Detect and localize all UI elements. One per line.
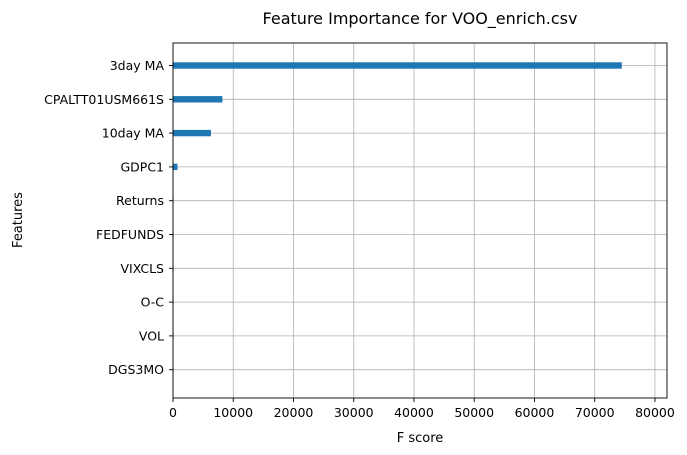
grid-layer [172, 43, 667, 398]
x-tick-label: 60000 [515, 405, 555, 420]
x-tick-label: 40000 [394, 405, 434, 420]
bar-cpaltt01usm661s [173, 96, 223, 103]
x-axis-label: F score [397, 431, 444, 446]
y-axis-label: Features [11, 192, 26, 248]
y-tick-label: 10day MA [102, 126, 165, 141]
x-tick-label: 30000 [334, 405, 374, 420]
bar-gdpc1 [173, 163, 178, 171]
x-tick-label: 0 [169, 405, 177, 420]
y-tick-label: FEDFUNDS [96, 227, 164, 242]
plot-frame [172, 42, 668, 399]
bars-layer [173, 62, 622, 373]
bar-10day-ma [173, 129, 211, 137]
y-tick-label: 3day MA [110, 58, 165, 73]
x-tick-label: 20000 [274, 405, 314, 420]
y-tick-label: GDPC1 [120, 159, 164, 174]
y-tick-label: O-C [141, 295, 165, 310]
chart-title: Feature Importance for VOO_enrich.csv [263, 9, 578, 29]
y-tick-label: Returns [116, 193, 164, 208]
x-tick-label: 80000 [635, 405, 675, 420]
y-axis: 3day MA CPALTT01USM661S 10day MA GDPC1 Retur… [44, 58, 173, 377]
x-axis: 0 10000 20000 30000 40000 50000 60000 70000 8000… [169, 398, 675, 420]
y-tick-label: DGS3MO [108, 362, 164, 377]
y-tick-label: CPALTT01USM661S [44, 92, 164, 107]
x-tick-label: 10000 [213, 405, 253, 420]
bar-3day-ma [173, 62, 622, 69]
y-tick-label: VIXCLS [120, 261, 164, 276]
x-tick-label: 50000 [454, 405, 494, 420]
x-tick-label: 70000 [575, 405, 615, 420]
y-tick-label: VOL [139, 328, 164, 343]
